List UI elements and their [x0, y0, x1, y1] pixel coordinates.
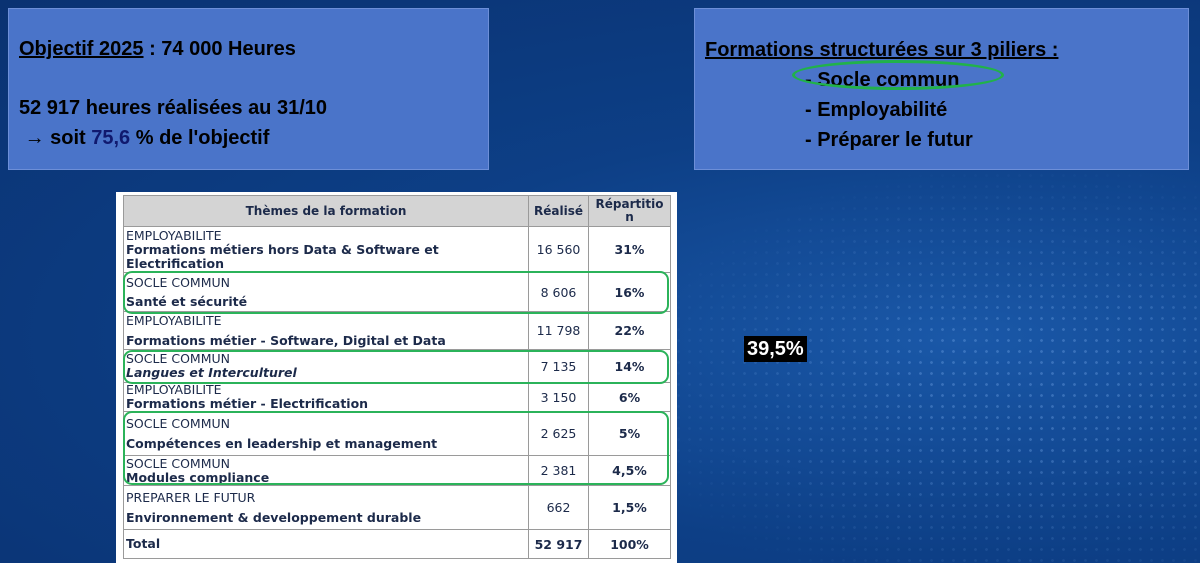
- row-description: Langues et Interculturel: [126, 365, 297, 380]
- row-category: SOCLE COMMUN: [126, 351, 230, 366]
- soit-text: soit: [44, 127, 92, 149]
- pillars-card: Formations structurées sur 3 piliers : -…: [694, 8, 1189, 170]
- row-description: Formations métier - Electrification: [126, 396, 369, 411]
- row-category: SOCLE COMMUN: [126, 274, 230, 290]
- row-category: PREPARER LE FUTUR: [126, 489, 256, 505]
- row-realise: 662: [528, 485, 589, 530]
- row-repartition: 16%: [588, 272, 671, 312]
- row-category: SOCLE COMMUN: [126, 415, 230, 431]
- total-repartition: 100%: [588, 529, 671, 559]
- row-repartition: 31%: [588, 226, 671, 273]
- total-realise: 52 917: [528, 529, 589, 559]
- row-repartition: 6%: [588, 382, 671, 412]
- row-repartition: 1,5%: [588, 485, 671, 530]
- table-header-row: Thèmes de la formation Réalisé Répartiti…: [123, 195, 671, 227]
- row-repartition: 4,5%: [588, 455, 671, 486]
- table-row: SOCLE COMMUN Langues et Interculturel 7 1…: [123, 349, 671, 383]
- socle-commun-row-highlight: [123, 411, 669, 485]
- socle-commun-row-highlight: [123, 271, 669, 314]
- row-realise: 3 150: [528, 382, 589, 412]
- pillars-title: Formations structurées sur 3 piliers :: [705, 39, 1059, 61]
- row-category: EMPLOYABILITE: [126, 227, 222, 243]
- table-row: EMPLOYABILITE Formations métier - Electri…: [123, 382, 671, 412]
- row-category: EMPLOYABILITE: [126, 312, 222, 328]
- socle-commun-row-highlight: [123, 350, 669, 384]
- training-table-image: Thèmes de la formation Réalisé Répartiti…: [116, 192, 677, 563]
- table-total-row: Total 52 917 100%: [123, 529, 671, 559]
- row-description: Formations métiers hors Data & Software …: [126, 241, 439, 271]
- row-repartition: 5%: [588, 411, 671, 456]
- socle-commun-percent-badge: 39,5%: [744, 336, 807, 362]
- row-realise: 16 560: [528, 226, 589, 273]
- table-row: EMPLOYABILITE Formations métier - Softwar…: [123, 311, 671, 350]
- objective-label: Objectif 2025: [19, 38, 144, 60]
- header-themes: Thèmes de la formation: [123, 195, 529, 227]
- row-description: Modules compliance: [126, 469, 270, 485]
- objective-line: Objectif 2025 : 74 000 Heures: [19, 34, 478, 64]
- row-category: EMPLOYABILITE: [126, 382, 222, 397]
- pillar-preparer-futur: - Préparer le futur: [805, 129, 973, 151]
- row-realise: 11 798: [528, 311, 589, 350]
- total-label: Total: [123, 529, 529, 559]
- percent-value: 75,6: [91, 127, 131, 149]
- header-repartition: Répartitio n: [588, 195, 671, 227]
- row-description: Environnement & developpement durable: [126, 509, 422, 525]
- percent-suffix: % de l'objectif: [130, 127, 270, 149]
- objective-percent-line: → soit 75,6 % de l'objectif: [19, 123, 478, 153]
- hours-realized: 52 917 heures réalisées au 31/10: [19, 97, 328, 119]
- header-realise: Réalisé: [528, 195, 589, 227]
- table-row: SOCLE COMMUN Santé et sécurité 8 606 16%: [123, 272, 671, 312]
- row-category: SOCLE COMMUN: [126, 455, 230, 471]
- background-dot-pattern: [640, 170, 1200, 563]
- row-description: Santé et sécurité: [126, 293, 248, 309]
- table-row: SOCLE COMMUN Modules compliance 2 381 4,5…: [123, 455, 671, 486]
- objective-value: : 74 000 Heures: [143, 38, 296, 60]
- table-row: EMPLOYABILITE Formations métiers hors Dat…: [123, 226, 671, 273]
- arrow-icon: →: [24, 127, 45, 149]
- row-realise: 8 606: [528, 272, 589, 312]
- table-row: PREPARER LE FUTUR Environnement & develop…: [123, 485, 671, 530]
- objective-card: Objectif 2025 : 74 000 Heures 52 917 heu…: [8, 8, 489, 170]
- pillar-employabilite: - Employabilité: [805, 99, 948, 121]
- row-description: Formations métier - Software, Digital et…: [126, 332, 446, 348]
- training-table: Thèmes de la formation Réalisé Répartiti…: [123, 195, 671, 559]
- socle-commun-highlight: [792, 60, 1004, 90]
- row-repartition: 22%: [588, 311, 671, 350]
- row-description: Compétences en leadership et management: [126, 435, 438, 451]
